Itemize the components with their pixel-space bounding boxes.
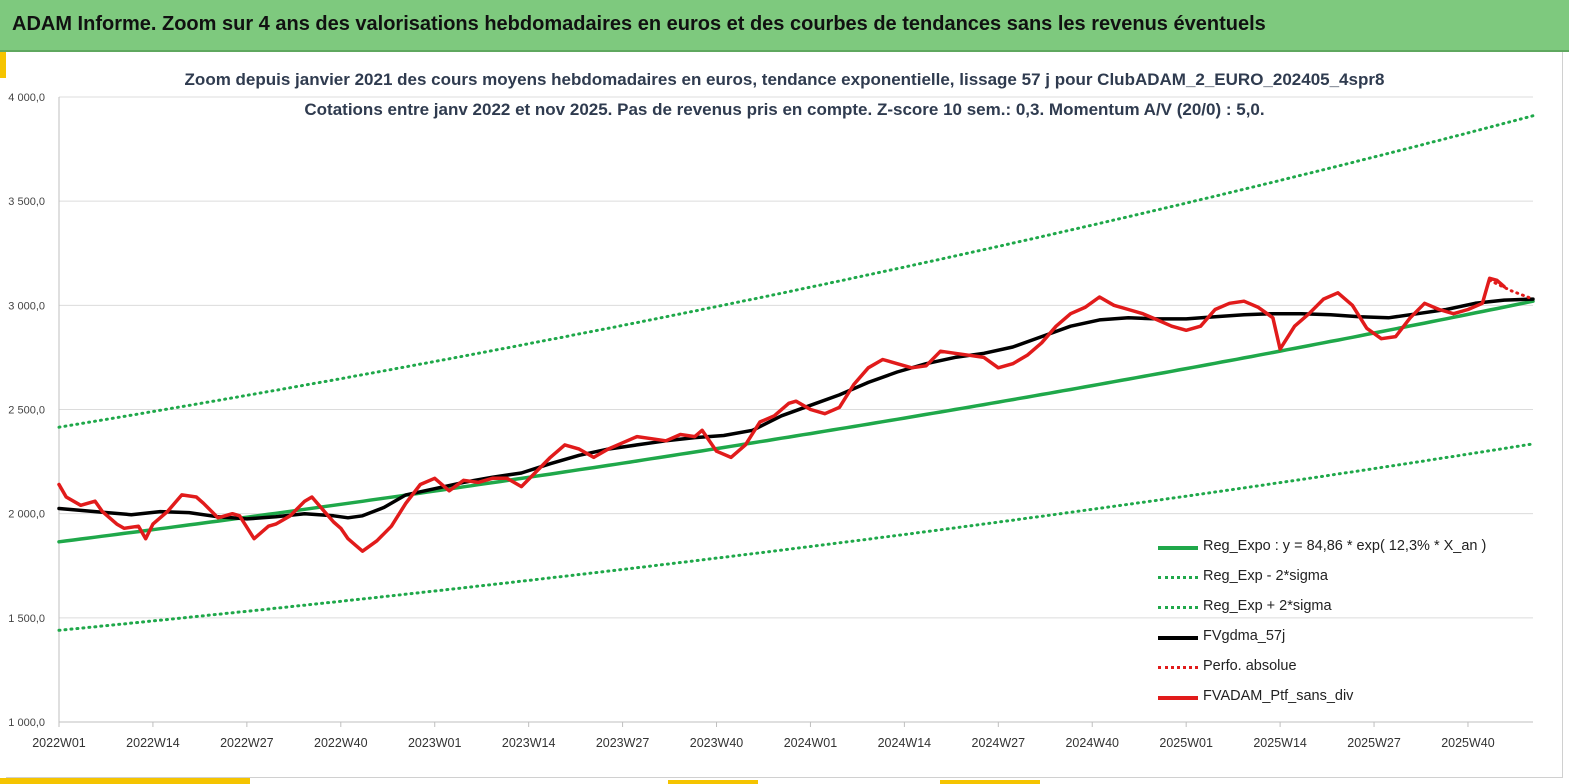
series-line-reg-expo-y-84-86-exp-12-3-x-an xyxy=(57,299,1535,544)
series-line-reg-exp-2-sigma xyxy=(57,442,1535,632)
x-tick-label: 2024W01 xyxy=(784,736,838,750)
y-tick-label: 4 000,0 xyxy=(8,92,45,104)
series-line-fvgdma-57j xyxy=(57,297,1535,521)
y-tick-label: 2 000,0 xyxy=(8,509,45,521)
chart-legend: Reg_Expo : y = 84,86 * exp( 12,3% * X_an… xyxy=(1158,533,1558,713)
x-tick-label: 2022W14 xyxy=(126,736,180,750)
legend-label: Reg_Exp - 2*sigma xyxy=(1203,568,1328,584)
x-tick-label: 2024W27 xyxy=(972,736,1026,750)
x-tick-label: 2022W27 xyxy=(220,736,274,750)
series-line-perfo-absolue xyxy=(1488,278,1535,301)
legend-swatch xyxy=(1158,606,1198,609)
accent-bar xyxy=(940,780,1040,784)
x-tick-label: 2025W27 xyxy=(1347,736,1401,750)
y-tick-label: 1 000,0 xyxy=(8,717,45,729)
accent-bar xyxy=(668,780,758,784)
legend-swatch xyxy=(1158,696,1198,700)
accent-bar xyxy=(0,52,6,78)
x-tick-label: 2024W14 xyxy=(878,736,932,750)
chart-title: Zoom depuis janvier 2021 des cours moyen… xyxy=(184,70,1385,89)
y-tick-label: 3 000,0 xyxy=(8,300,45,312)
legend-swatch xyxy=(1158,546,1198,550)
y-tick-label: 2 500,0 xyxy=(8,405,45,417)
accent-bar xyxy=(0,778,250,784)
series-line-fvadam-ptf-sans-div xyxy=(57,276,1506,553)
legend-label: Reg_Exp + 2*sigma xyxy=(1203,598,1332,614)
header-banner: ADAM Informe. Zoom sur 4 ans des valoris… xyxy=(0,0,1569,52)
legend-item: Reg_Exp - 2*sigma xyxy=(1158,563,1558,593)
legend-label: Reg_Expo : y = 84,86 * exp( 12,3% * X_an… xyxy=(1203,538,1487,554)
legend-swatch xyxy=(1158,576,1198,579)
page-title: ADAM Informe. Zoom sur 4 ans des valoris… xyxy=(12,13,1266,35)
x-tick-label: 2023W01 xyxy=(408,736,462,750)
legend-swatch xyxy=(1158,666,1198,669)
legend-item: FVgdma_57j xyxy=(1158,623,1558,653)
legend-item: Reg_Expo : y = 84,86 * exp( 12,3% * X_an… xyxy=(1158,533,1558,563)
legend-label: Perfo. absolue xyxy=(1203,658,1297,674)
x-tick-label: 2022W01 xyxy=(32,736,86,750)
x-tick-label: 2024W40 xyxy=(1065,736,1119,750)
legend-label: FVADAM_Ptf_sans_div xyxy=(1203,688,1354,704)
x-tick-label: 2025W40 xyxy=(1441,736,1495,750)
legend-item: FVADAM_Ptf_sans_div xyxy=(1158,683,1558,713)
x-tick-label: 2025W14 xyxy=(1253,736,1307,750)
legend-swatch xyxy=(1158,636,1198,640)
x-tick-label: 2023W14 xyxy=(502,736,556,750)
x-tick-label: 2023W27 xyxy=(596,736,650,750)
legend-label: FVgdma_57j xyxy=(1203,628,1286,644)
chart-subtitle: Cotations entre janv 2022 et nov 2025. P… xyxy=(304,100,1265,119)
legend-item: Reg_Exp + 2*sigma xyxy=(1158,593,1558,623)
legend-item: Perfo. absolue xyxy=(1158,653,1558,683)
series-line-reg-exp-2-sigma xyxy=(57,114,1535,429)
y-tick-label: 1 500,0 xyxy=(8,613,45,625)
y-tick-label: 3 500,0 xyxy=(8,196,45,208)
x-tick-label: 2023W40 xyxy=(690,736,744,750)
x-tick-label: 2025W01 xyxy=(1159,736,1213,750)
chart-frame xyxy=(6,52,1563,778)
x-tick-label: 2022W40 xyxy=(314,736,368,750)
